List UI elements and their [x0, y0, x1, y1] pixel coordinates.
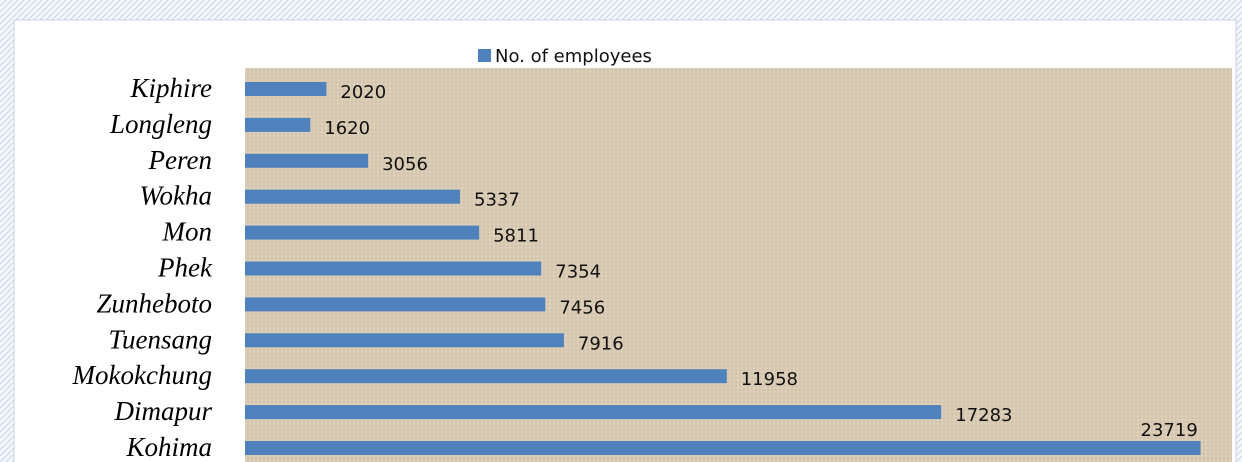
data-label: 2020 — [340, 82, 386, 103]
data-label: 5811 — [493, 226, 539, 247]
data-label: 11958 — [741, 369, 798, 390]
y-tick-label: Kohima — [125, 432, 212, 462]
y-tick-label: Mokokchung — [72, 360, 212, 390]
data-label: 23719 — [1141, 420, 1198, 441]
bar — [245, 82, 327, 96]
y-tick-label: Wokha — [140, 181, 213, 211]
y-tick-label: Mon — [162, 217, 213, 247]
data-label: 3056 — [382, 154, 428, 175]
data-label: 17283 — [955, 405, 1012, 426]
data-label: 1620 — [324, 118, 370, 139]
bar — [245, 153, 369, 168]
bar — [245, 441, 1201, 455]
legend-swatch — [478, 49, 491, 62]
bar — [245, 117, 311, 132]
y-tick-label: Phek — [157, 253, 213, 283]
y-tick-label: Peren — [148, 145, 212, 175]
data-label: 5337 — [474, 190, 520, 211]
bar — [245, 333, 564, 348]
bar — [245, 405, 942, 420]
y-tick-label: Dimapur — [113, 396, 212, 426]
data-label: 7456 — [559, 297, 605, 318]
bar — [245, 369, 727, 384]
bar — [245, 297, 546, 312]
data-label: 7354 — [555, 262, 601, 283]
bar — [245, 189, 461, 204]
y-tick-label: Tuensang — [108, 324, 212, 354]
y-tick-label: Kiphire — [129, 73, 212, 103]
y-tick-label: Zunheboto — [96, 288, 212, 318]
bar — [245, 225, 480, 240]
data-label: 7916 — [578, 333, 624, 354]
y-tick-label: Longleng — [109, 109, 212, 139]
legend-label: No. of employees — [495, 46, 652, 67]
bar — [245, 261, 542, 276]
